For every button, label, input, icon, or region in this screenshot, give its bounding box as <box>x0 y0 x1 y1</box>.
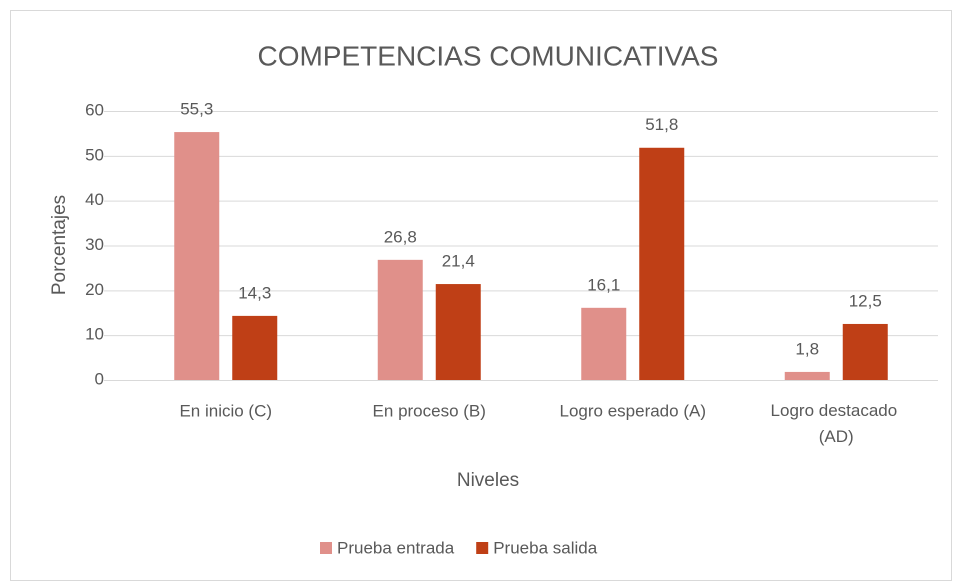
x-tick-label: Logro esperado (A) <box>560 401 706 420</box>
chart-title: COMPETENCIAS COMUNICATIVAS <box>257 40 718 71</box>
y-axis-label: Porcentajes <box>49 195 70 295</box>
bar <box>377 259 423 380</box>
data-label: 51,8 <box>645 115 678 134</box>
x-tick-label: En proceso (B) <box>373 401 486 420</box>
legend-label: Prueba entrada <box>337 538 455 557</box>
y-tick-label: 10 <box>85 325 104 344</box>
bar <box>435 284 481 380</box>
y-tick-label: 40 <box>85 190 104 209</box>
bar <box>842 323 888 380</box>
legend-swatch <box>320 542 332 554</box>
x-tick-label: En inicio (C) <box>179 401 272 420</box>
x-axis-label: Niveles <box>457 470 519 491</box>
bar <box>784 371 830 380</box>
data-label: 14,3 <box>238 283 271 302</box>
data-label: 21,4 <box>442 252 475 271</box>
x-tick-label: Logro destacado (AD) <box>771 401 902 446</box>
legend-label: Prueba salida <box>493 538 598 557</box>
bar <box>174 132 220 380</box>
data-label: 26,8 <box>384 227 417 246</box>
bar <box>639 147 685 380</box>
data-label: 55,3 <box>180 100 213 119</box>
data-label: 12,5 <box>849 291 882 310</box>
bar <box>581 307 627 380</box>
bar <box>232 315 278 380</box>
y-tick-label: 50 <box>85 145 104 164</box>
y-tick-label: 30 <box>85 235 104 254</box>
y-tick-label: 20 <box>85 280 104 299</box>
chart-frame <box>10 10 952 581</box>
data-label: 16,1 <box>587 275 620 294</box>
y-tick-label: 0 <box>95 369 104 388</box>
legend-swatch <box>476 542 489 554</box>
y-tick-label: 60 <box>85 100 104 119</box>
data-label: 1,8 <box>795 339 819 358</box>
